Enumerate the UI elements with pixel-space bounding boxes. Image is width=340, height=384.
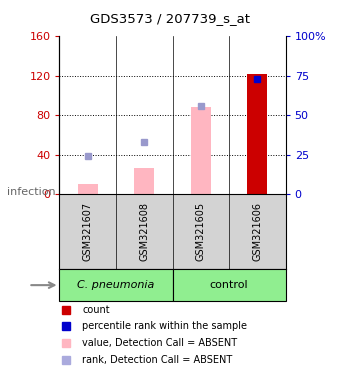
Text: control: control [210,280,249,290]
Text: count: count [82,305,110,314]
Text: percentile rank within the sample: percentile rank within the sample [82,321,247,331]
Bar [134,167,154,194]
Bar [59,269,173,301]
Text: GDS3573 / 207739_s_at: GDS3573 / 207739_s_at [90,12,250,25]
Text: GSM321606: GSM321606 [252,202,262,261]
Bar [248,74,267,194]
Text: C. pneumonia: C. pneumonia [77,280,155,290]
Text: rank, Detection Call = ABSENT: rank, Detection Call = ABSENT [82,355,232,365]
Text: value, Detection Call = ABSENT: value, Detection Call = ABSENT [82,338,237,348]
Bar [173,269,286,301]
Text: GSM321605: GSM321605 [196,202,206,261]
Text: GSM321608: GSM321608 [139,202,149,261]
Text: GSM321607: GSM321607 [83,202,93,261]
Text: infection: infection [7,187,55,197]
Bar [78,184,98,194]
Bar [191,108,211,194]
